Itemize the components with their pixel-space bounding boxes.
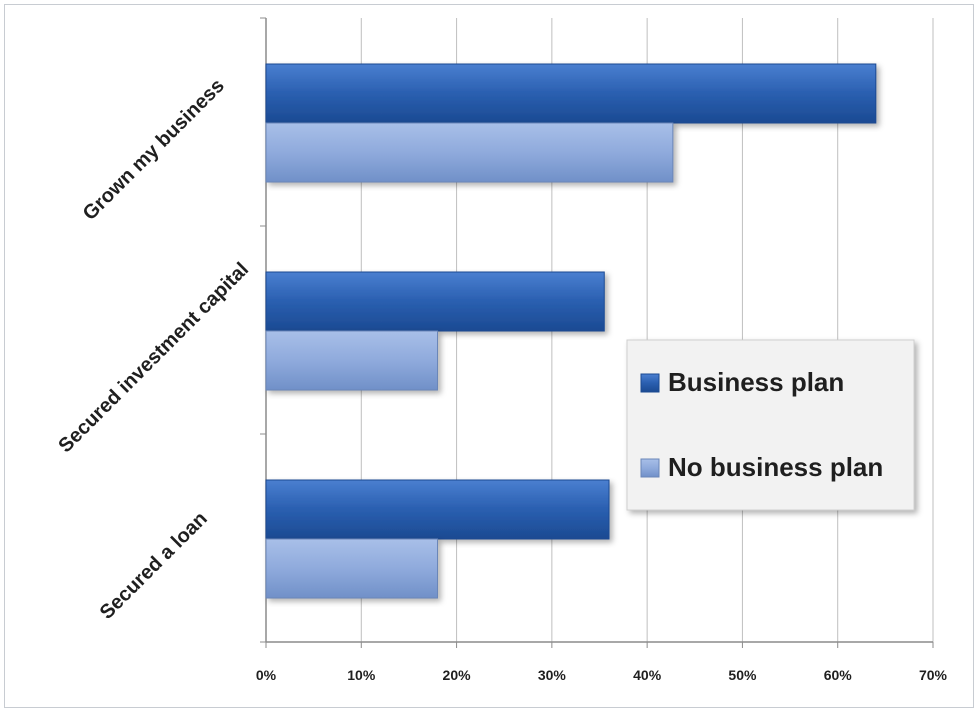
legend-box — [626, 339, 915, 511]
x-tick-label: 70% — [919, 667, 948, 683]
x-tick-label: 50% — [728, 667, 757, 683]
category-label-secured-a-loan: Secured a loan — [96, 508, 212, 624]
category-label-secured-investment-capital: Secured investment capital — [54, 258, 253, 457]
bar-no-business-plan-secured-investment-capital — [265, 330, 439, 391]
bar-no-business-plan-grown-my-business — [265, 122, 674, 183]
legend-label-business-plan: Business plan — [668, 367, 844, 397]
bar-business-plan-secured-investment-capital — [265, 271, 605, 332]
legend-label-no-business-plan: No business plan — [668, 452, 883, 482]
x-tick-label: 10% — [347, 667, 376, 683]
bar-layer — [265, 63, 877, 599]
legend-swatch-no-business-plan — [640, 458, 660, 478]
bar-business-plan-secured-a-loan — [265, 479, 610, 540]
category-label-grown-my-business: Grown my business — [79, 75, 229, 225]
x-tick-label: 30% — [538, 667, 567, 683]
x-tick-label: 40% — [633, 667, 662, 683]
bar-business-plan-grown-my-business — [265, 63, 877, 124]
legend: Business plan No business plan — [626, 339, 915, 511]
bar-no-business-plan-secured-a-loan — [265, 538, 439, 599]
legend-swatch-business-plan — [640, 373, 660, 393]
x-tick-label: 0% — [256, 667, 277, 683]
x-tick-label: 60% — [824, 667, 853, 683]
x-tick-label: 20% — [443, 667, 472, 683]
